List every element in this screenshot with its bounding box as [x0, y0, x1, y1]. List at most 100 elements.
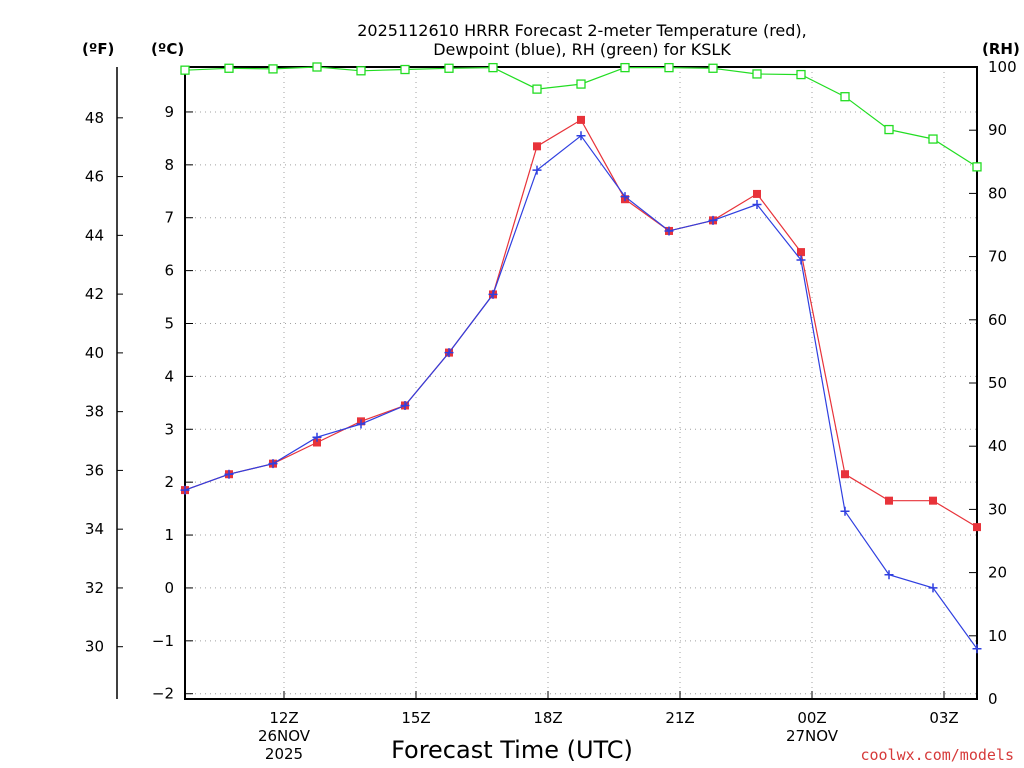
- dewpoint-point: [400, 400, 410, 410]
- celsius-tick-label: 6: [164, 262, 174, 280]
- rh-tick-label: 30: [988, 500, 1007, 518]
- rh-tick-label: 80: [988, 184, 1007, 202]
- temperature-point: [533, 142, 541, 151]
- dewpoint-point: [972, 644, 982, 654]
- dewpoint-point: [268, 459, 278, 469]
- plot-frame: [184, 66, 978, 700]
- dewpoint-point: [312, 432, 322, 442]
- celsius-tick-label: 0: [164, 579, 174, 597]
- fahrenheit-tick-label: 38: [85, 403, 104, 421]
- dewpoint-point: [620, 192, 630, 202]
- x-tick-label: 21Z: [665, 709, 694, 727]
- dewpoint-point: [664, 226, 674, 236]
- rh-point: [488, 62, 498, 73]
- rh-tick-label: 100: [988, 58, 1017, 76]
- rh-point: [664, 62, 674, 73]
- x-tick-label: 26NOV: [258, 727, 311, 745]
- fahrenheit-tick-label: 44: [85, 226, 104, 244]
- rh-point: [180, 65, 190, 75]
- chart-title-line2: Dewpoint (blue), RH (green) for KSLK: [433, 40, 731, 59]
- rh-tick-label: 50: [988, 374, 1007, 392]
- celsius-tick-label: 3: [164, 420, 174, 438]
- dewpoint-point: [444, 348, 454, 358]
- celsius-tick-label: 1: [164, 526, 174, 544]
- dewpoint-point: [532, 165, 542, 175]
- fahrenheit-axis-unit: (ºF): [82, 40, 114, 58]
- fahrenheit-tick-label: 32: [85, 579, 104, 597]
- dewpoint-point: [752, 200, 762, 210]
- x-tick-label: 27NOV: [786, 727, 839, 745]
- fahrenheit-tick-label: 48: [85, 109, 104, 127]
- celsius-tick-label: 8: [164, 156, 174, 174]
- dewpoint-point: [708, 215, 718, 225]
- fahrenheit-tick-label: 46: [85, 168, 104, 186]
- rh-point: [400, 64, 410, 75]
- rh-point: [884, 124, 894, 135]
- dewpoint-point: [928, 583, 938, 593]
- celsius-tick-label: 9: [164, 103, 174, 121]
- rh-point: [840, 92, 850, 102]
- x-tick-label: 15Z: [401, 709, 430, 727]
- fahrenheit-tick-label: 40: [85, 344, 104, 362]
- x-tick-label: 18Z: [533, 709, 562, 727]
- temperature-point: [797, 248, 805, 257]
- celsius-tick-label: 2: [164, 473, 174, 491]
- temperature-point: [841, 470, 849, 479]
- temperature-point: [313, 438, 321, 447]
- x-tick-label: 00Z: [797, 709, 826, 727]
- dewpoint-point: [224, 469, 234, 479]
- rh-point: [620, 62, 630, 73]
- rh-point: [224, 63, 234, 73]
- dewpoint-line: [184, 134, 978, 650]
- fahrenheit-tick-label: 36: [85, 461, 104, 479]
- rh-point: [312, 62, 322, 72]
- rh-tick-label: 70: [988, 248, 1007, 266]
- rh-point: [532, 84, 542, 94]
- series-dewpoint: [180, 131, 982, 654]
- fahrenheit-tick-label: 42: [85, 285, 104, 303]
- rh-point: [356, 66, 366, 76]
- rh-point: [928, 134, 938, 144]
- credit-text: coolwx.com/models: [860, 746, 1014, 764]
- x-axis-title: Forecast Time (UTC): [391, 736, 633, 764]
- temperature-point: [753, 189, 761, 198]
- celsius-tick-label: −2: [152, 685, 174, 703]
- rh-tick-label: 0: [988, 690, 998, 708]
- x-tick-label: 2025: [265, 745, 303, 763]
- x-tick-label: 12Z: [269, 709, 298, 727]
- x-tick-label: 03Z: [929, 709, 958, 727]
- dewpoint-point: [840, 506, 850, 516]
- rh-point: [752, 69, 762, 79]
- celsius-tick-label: 4: [164, 367, 174, 385]
- grid-lines: [185, 67, 977, 699]
- rh-point: [444, 63, 454, 73]
- celsius-tick-label: 7: [164, 209, 174, 227]
- rh-tick-label: 60: [988, 311, 1007, 329]
- fahrenheit-tick-label: 34: [85, 520, 104, 538]
- rh-point: [708, 63, 718, 73]
- dewpoint-point: [180, 485, 190, 495]
- temperature-point: [973, 523, 981, 532]
- celsius-tick-label: −1: [152, 632, 174, 650]
- temperature-point: [885, 496, 893, 505]
- temperature-point: [929, 496, 937, 505]
- dewpoint-point: [576, 131, 586, 141]
- chart-title-line1: 2025112610 HRRR Forecast 2-meter Tempera…: [357, 21, 807, 40]
- dewpoint-point: [884, 570, 894, 580]
- rh-point: [268, 64, 278, 74]
- celsius-axis-unit: (ºC): [151, 40, 184, 58]
- rh-axis-unit: (RH): [982, 40, 1020, 58]
- rh-point: [576, 79, 586, 89]
- dewpoint-point: [488, 289, 498, 299]
- rh-tick-label: 10: [988, 627, 1007, 645]
- fahrenheit-tick-label: 30: [85, 638, 104, 656]
- rh-tick-label: 40: [988, 437, 1007, 455]
- series-lines: [180, 62, 982, 654]
- rh-point: [796, 69, 806, 80]
- series-rh: [180, 62, 982, 172]
- rh-tick-label: 20: [988, 564, 1007, 582]
- rh-tick-label: 90: [988, 121, 1007, 139]
- dewpoint-point: [356, 419, 366, 429]
